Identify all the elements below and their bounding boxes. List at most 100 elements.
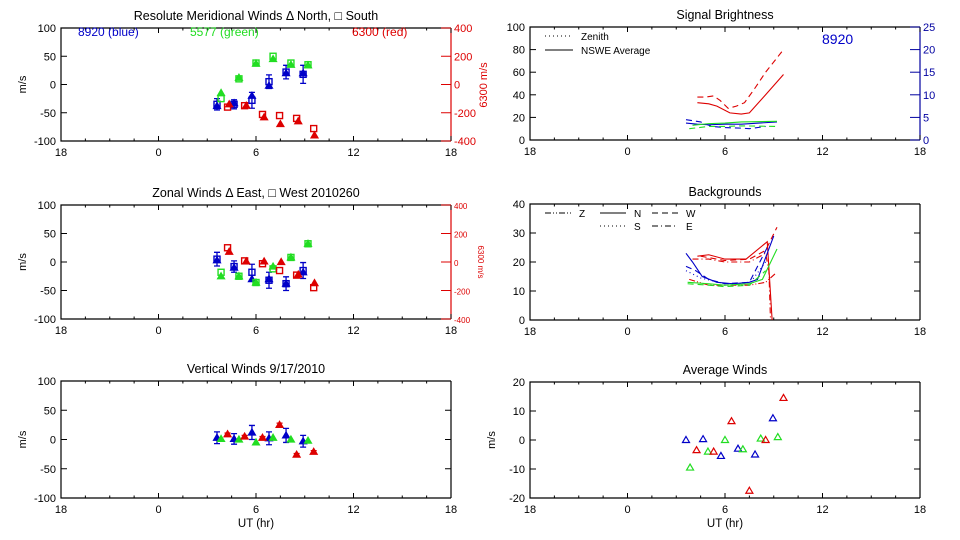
data-point-triangle <box>240 431 250 440</box>
series-8920-w <box>685 247 768 285</box>
x-tick-label: 18 <box>524 146 536 158</box>
data-point-triangle <box>268 261 278 270</box>
data-point-triangle <box>281 68 291 77</box>
data-point-triangle <box>292 450 302 458</box>
data-point-square <box>309 124 318 133</box>
y-tick-label: 40 <box>513 199 525 211</box>
series-6300 <box>692 393 789 494</box>
y-tick-label: 50 <box>44 405 56 417</box>
y2-axis-label: 6300 m/s <box>476 246 485 279</box>
series-6300-z <box>689 273 776 286</box>
legend-label: Z <box>579 209 585 220</box>
y2-tick-label: 200 <box>454 51 472 63</box>
panel-title: Resolute Meridional Winds Δ North, □ Sou… <box>134 9 379 23</box>
series-8920-north <box>212 68 308 110</box>
data-point-triangle <box>720 435 730 444</box>
y2-tick-label: -400 <box>454 136 476 148</box>
x-tick-label: 18 <box>445 504 457 516</box>
x-axis-label: UT (hr) <box>707 518 743 530</box>
y2-tick-label: 25 <box>923 22 935 34</box>
series-5577-zenith <box>689 125 778 130</box>
y-tick-label: 0 <box>50 80 56 92</box>
panel-title: Average Winds <box>683 363 768 377</box>
x-tick-label: 18 <box>445 147 457 159</box>
series-5577 <box>216 433 313 446</box>
data-point-triangle <box>286 60 296 68</box>
data-point-triangle <box>229 263 239 271</box>
x-tick-label: 18 <box>524 326 536 338</box>
data-point-triangle <box>212 101 222 110</box>
series-6300-north <box>224 99 320 139</box>
y-tick-label: 10 <box>513 406 525 418</box>
x-tick-label: 12 <box>816 326 828 338</box>
data-point-triangle <box>276 257 286 266</box>
data-point-triangle <box>681 435 691 444</box>
x-tick-label: 12 <box>347 325 359 337</box>
data-point-triangle <box>738 444 748 453</box>
data-point-triangle <box>247 427 257 436</box>
series-5577-w <box>687 270 766 288</box>
panel-zonal: Zonal Winds Δ East, □ West 2010260 18 0 6 12… <box>17 186 485 337</box>
series-line <box>697 240 773 321</box>
annotation-label: 5577 (green) <box>190 25 259 39</box>
series-line <box>687 248 778 286</box>
y2-tick-label: 15 <box>923 67 935 79</box>
series-8920 <box>681 413 778 460</box>
y-tick-label: 100 <box>38 376 56 388</box>
data-point-triangle <box>778 393 789 402</box>
plot-frame <box>60 27 451 142</box>
x-axis-label: UT (hr) <box>238 518 274 530</box>
series-line <box>692 120 778 126</box>
data-point-triangle <box>212 255 222 264</box>
x-tick-label: 0 <box>155 504 161 516</box>
x-tick-label: 0 <box>155 147 161 159</box>
data-point-triangle <box>286 434 296 443</box>
data-point-triangle <box>241 100 251 109</box>
y-axis-label: m/s <box>17 253 29 271</box>
data-point-triangle <box>298 68 308 77</box>
x-tick-label: 0 <box>624 504 630 516</box>
legend-label: NSWE Average <box>581 46 651 57</box>
y-tick-label: -10 <box>509 464 525 476</box>
data-point-triangle <box>224 247 234 255</box>
series-line <box>692 252 772 321</box>
x-tick-label: 12 <box>347 147 359 159</box>
data-point-triangle <box>309 278 320 287</box>
y-tick-label: 30 <box>513 228 525 240</box>
y-tick-label: 0 <box>50 257 56 269</box>
legend-label: S <box>634 222 641 233</box>
data-point-triangle <box>303 435 313 444</box>
series-line <box>697 74 784 115</box>
x-tick-label: 6 <box>253 147 259 159</box>
x-tick-label: 18 <box>55 504 67 516</box>
x-tick-label: 6 <box>722 146 728 158</box>
plot-frame <box>529 381 920 499</box>
series-6300-east <box>224 247 320 287</box>
series-8920-east <box>212 255 308 287</box>
data-point-triangle <box>234 271 244 280</box>
data-point-triangle <box>703 446 713 455</box>
series-8920-nswe-average <box>685 121 778 126</box>
data-point-triangle <box>234 73 244 81</box>
data-point-triangle <box>229 98 239 107</box>
series-5577-south <box>217 52 312 103</box>
data-point-triangle <box>293 269 303 278</box>
data-point-triangle <box>251 277 261 286</box>
legend-label: W <box>686 209 696 220</box>
data-point-triangle <box>709 446 719 455</box>
data-point-triangle <box>685 462 695 471</box>
series-line <box>685 247 768 285</box>
data-point-triangle <box>216 88 226 97</box>
x-tick-label: 12 <box>347 504 359 516</box>
y-tick-label: 100 <box>38 200 56 212</box>
series-6300-e <box>692 252 772 321</box>
data-point-triangle <box>309 130 320 139</box>
y-tick-label: 0 <box>50 435 56 447</box>
annotation-label: 6300 (red) <box>352 25 407 39</box>
data-point-triangle <box>259 256 269 265</box>
y-tick-label: -50 <box>40 464 56 476</box>
x-tick-label: 18 <box>914 326 926 338</box>
panel-title: Vertical Winds 9/17/2010 <box>187 362 325 376</box>
data-point-triangle <box>268 433 278 441</box>
data-point-triangle <box>733 444 743 452</box>
